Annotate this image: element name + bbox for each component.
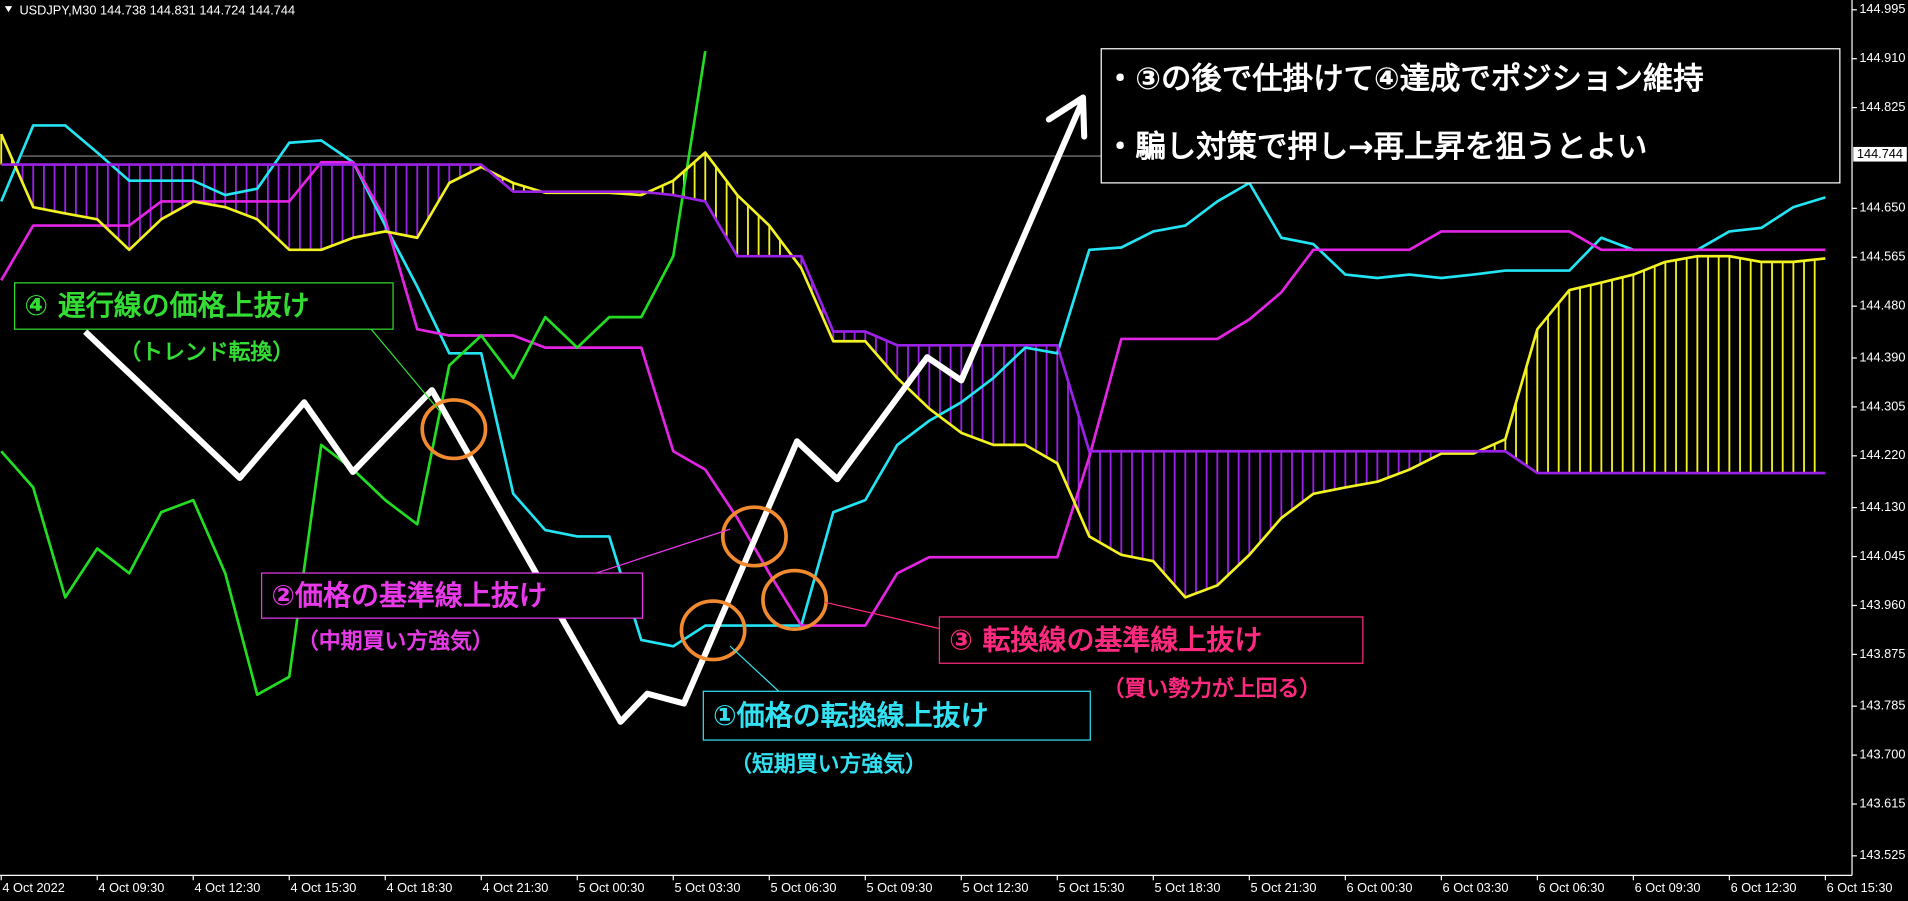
y-tick-label: 144.480 [1859, 298, 1905, 313]
x-tick-label: 4 Oct 12:30 [194, 880, 260, 895]
y-tick-label: 144.305 [1859, 398, 1905, 413]
y-tick-label: 144.825 [1859, 99, 1905, 114]
notes-box [1100, 48, 1841, 184]
overlay: ④ 遅行線の価格上抜け （トレンド転換） ②価格の基準線上抜け （中期買い方強気） ③ … [13, 48, 1841, 778]
x-tick-label: 6 Oct 12:30 [1731, 880, 1797, 895]
x-tick-label: 5 Oct 06:30 [771, 880, 837, 895]
x-tick-label: 4 Oct 15:30 [290, 880, 356, 895]
annotation-text: ②価格の基準線上抜け [271, 579, 546, 612]
x-tick-label: 5 Oct 00:30 [578, 880, 644, 895]
annotation-connector [824, 601, 942, 630]
y-tick-label: 144.390 [1859, 349, 1905, 364]
x-tick-label: 4 Oct 18:30 [386, 880, 452, 895]
annotation-box [702, 690, 1091, 741]
annotation-box [938, 616, 1364, 664]
annotation-text: ③ 転換線の基準線上抜け [949, 623, 1262, 656]
annotation-connector [596, 528, 731, 574]
series-line [0, 133, 1826, 599]
annotation-connector [729, 645, 780, 692]
annotation-note: （トレンド転換） [119, 340, 294, 366]
notes-line: ・③の後で仕掛けて④達成でポジション維持 [1105, 62, 1704, 97]
x-tick-label: 4 Oct 2022 [2, 880, 64, 895]
y-tick-label: 143.785 [1859, 698, 1905, 713]
annotation-note: （中期買い方強気） [297, 629, 494, 655]
y-tick-label: 144.565 [1859, 249, 1905, 264]
notes-line: ・騙し対策で押し→再上昇を狙うとよい [1105, 130, 1647, 165]
y-tick-label: 144.650 [1859, 200, 1905, 215]
x-tick-label: 5 Oct 21:30 [1251, 880, 1317, 895]
current-price-label: 144.744 [1857, 146, 1903, 161]
y-tick-label: 143.700 [1859, 746, 1905, 761]
x-tick-label: 5 Oct 09:30 [867, 880, 933, 895]
x-tick-label: 6 Oct 00:30 [1347, 880, 1413, 895]
y-tick-label: 144.910 [1859, 50, 1905, 65]
series-line [0, 124, 1826, 648]
y-tick-label: 144.995 [1859, 1, 1905, 16]
x-tick-label: 4 Oct 21:30 [482, 880, 548, 895]
current-price-box [1853, 146, 1907, 162]
annotation-text: ④ 遅行線の価格上抜け [24, 289, 309, 322]
highlight-circle [679, 599, 747, 662]
arrow-head [1045, 94, 1088, 140]
annotation-note: （買い勢力が上回る） [1102, 676, 1321, 702]
y-tick-label: 143.615 [1859, 795, 1905, 810]
x-tick-label: 6 Oct 06:30 [1539, 880, 1605, 895]
series-line [0, 160, 1826, 627]
y-tick-label: 143.875 [1859, 646, 1905, 661]
highlight-circle [761, 568, 829, 631]
annotation-note: （短期買い方強気） [730, 752, 927, 778]
series-line [1, 163, 1826, 475]
x-tick-label: 5 Oct 18:30 [1155, 880, 1221, 895]
annotation-box [261, 572, 644, 619]
y-tick-label: 143.960 [1859, 597, 1905, 612]
annotation-box [13, 282, 394, 330]
symbol-header: USDJPY,M30 144.738 144.831 144.724 144.7… [19, 2, 295, 17]
x-tick-label: 6 Oct 03:30 [1443, 880, 1509, 895]
x-tick-label: 5 Oct 15:30 [1059, 880, 1125, 895]
x-tick-label: 6 Oct 15:30 [1827, 880, 1893, 895]
menu-arrow [4, 6, 13, 13]
y-tick-label: 144.220 [1859, 447, 1905, 462]
highlight-circle [720, 505, 788, 568]
y-tick-label: 144.045 [1859, 548, 1905, 563]
x-tick-label: 5 Oct 12:30 [963, 880, 1029, 895]
x-tick-label: 5 Oct 03:30 [674, 880, 740, 895]
annotation-text: ①価格の転換線上抜け [713, 699, 988, 732]
y-tick-label: 143.525 [1859, 847, 1905, 862]
price-path-drawing [83, 98, 1086, 725]
x-tick-label: 4 Oct 09:30 [98, 880, 164, 895]
highlight-circle [420, 398, 488, 461]
y-tick-label: 144.130 [1859, 499, 1905, 514]
annotation-connector [370, 328, 441, 413]
x-tick-label: 6 Oct 09:30 [1635, 880, 1701, 895]
